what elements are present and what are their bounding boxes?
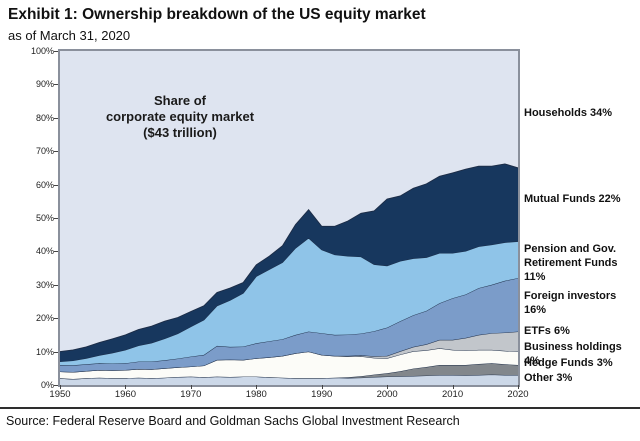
- label-pension-funds: Pension and Gov. Retirement Funds 11%: [524, 243, 618, 283]
- x-axis-tick-label: 1970: [180, 389, 202, 400]
- y-axis-tick-mark: [54, 117, 58, 119]
- x-axis-tick-mark: [256, 385, 258, 389]
- y-axis-tick-mark: [54, 351, 58, 353]
- y-axis-tick-label: 60%: [35, 179, 54, 190]
- source-note: Source: Federal Reserve Board and Goldma…: [6, 414, 460, 428]
- x-axis-tick-mark: [125, 385, 127, 389]
- x-axis-tick-mark: [321, 385, 323, 389]
- y-axis-tick-mark: [54, 251, 58, 253]
- label-hedge-funds: Hedge Funds 3%: [524, 357, 613, 369]
- y-axis-tick-label: 70%: [35, 146, 54, 157]
- label-etfs: ETFs 6%: [524, 325, 570, 337]
- x-axis-tick-label: 1950: [49, 389, 71, 400]
- x-axis-tick-mark: [190, 385, 192, 389]
- x-axis-tick-label: 2010: [441, 389, 464, 400]
- stacked-area-chart: [58, 49, 520, 387]
- y-axis-tick-label: 90%: [35, 79, 54, 90]
- label-households: Households 34%: [524, 107, 613, 119]
- exhibit-title: Exhibit 1: Ownership breakdown of the US…: [8, 6, 426, 23]
- as-of-date: as of March 31, 2020: [8, 28, 131, 43]
- y-axis-tick-label: 40%: [35, 246, 54, 257]
- label-foreign-investors: Foreign investors 16%: [524, 290, 617, 316]
- y-axis-tick-mark: [54, 218, 58, 219]
- x-axis-tick-label: 1990: [311, 389, 333, 400]
- chart-annotation: Share of corporate equity market ($43 tr…: [105, 93, 255, 140]
- x-axis-tick-mark: [452, 385, 454, 389]
- x-axis-tick-mark: [518, 385, 519, 389]
- x-axis-tick-label: 1980: [245, 389, 267, 400]
- x-axis-tick-label: 2000: [376, 389, 398, 400]
- label-mutual-funds: Mutual Funds 22%: [524, 193, 621, 205]
- x-axis-tick-label: 2020: [507, 389, 529, 400]
- y-axis-tick-label: 20%: [35, 313, 54, 324]
- y-axis-tick-label: 30%: [35, 279, 54, 290]
- y-axis-tick-mark: [54, 184, 58, 186]
- y-axis-tick-label: 80%: [35, 112, 54, 123]
- y-axis-tick-label: 50%: [35, 213, 54, 223]
- y-axis-tick-mark: [54, 318, 58, 320]
- label-business-holdings: Business holdings 4%: [524, 341, 622, 367]
- y-axis-tick-mark: [54, 385, 58, 386]
- x-axis-tick-mark: [60, 385, 61, 389]
- x-axis-tick-label: 1960: [114, 389, 136, 400]
- area-series-canvas: [60, 163, 518, 385]
- y-axis-tick-mark: [54, 51, 58, 52]
- label-other: Other 3%: [524, 372, 573, 384]
- y-axis-tick-mark: [54, 151, 58, 153]
- y-axis-tick-mark: [54, 284, 58, 286]
- x-axis-tick-mark: [387, 385, 389, 389]
- y-axis-tick-mark: [54, 84, 58, 86]
- y-axis-tick-label: 100%: [30, 46, 54, 56]
- y-axis-tick-label: 10%: [35, 346, 54, 357]
- y-axis-tick-label: 0%: [40, 380, 54, 390]
- footer-rule: [0, 407, 640, 409]
